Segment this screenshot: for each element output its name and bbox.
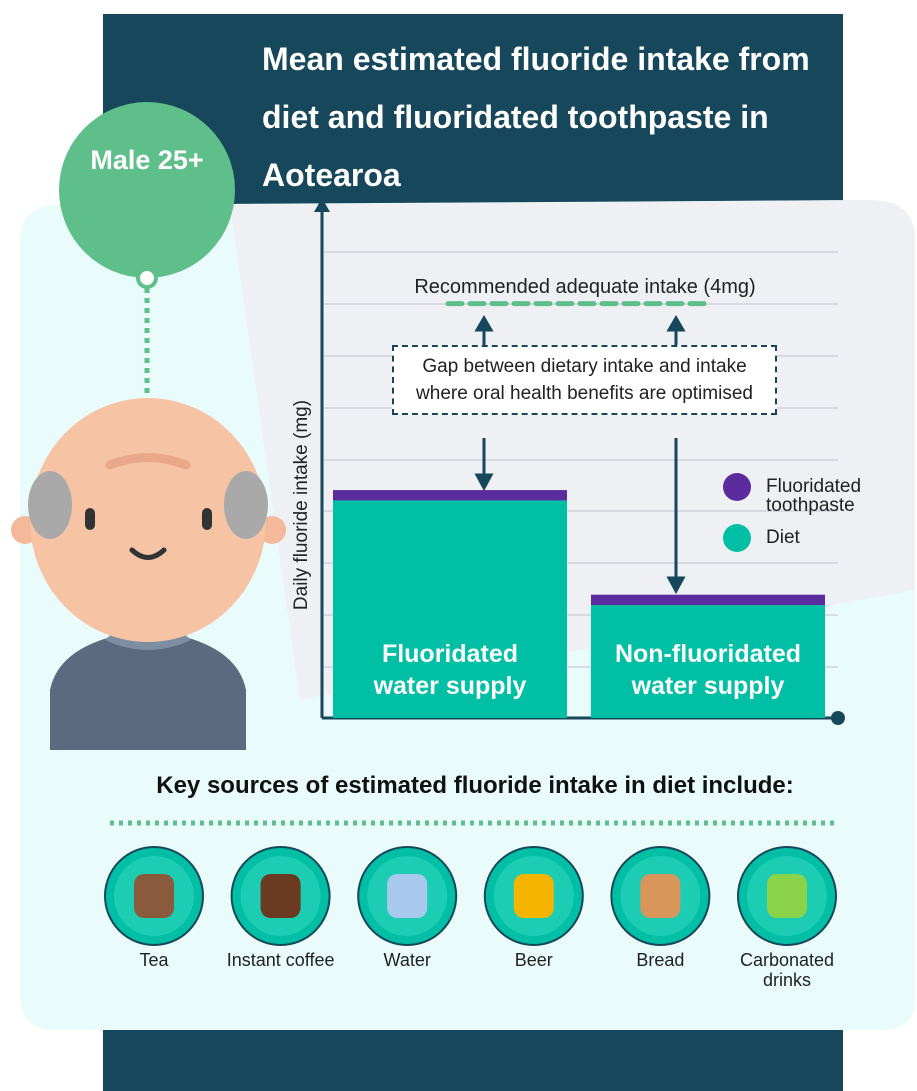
icon <box>640 874 681 918</box>
reference-label: Recommended adequate intake (4mg) <box>414 276 756 298</box>
source-label: Water <box>383 950 431 970</box>
source-label: Instant coffee <box>226 950 335 970</box>
person <box>11 398 286 750</box>
bar-segment <box>333 490 567 501</box>
icons <box>104 846 837 946</box>
bar-label: Non-fluoridated water supply <box>614 640 802 700</box>
sources-title: Key sources of estimated fluoride intake… <box>156 772 794 799</box>
legend-swatch <box>723 524 751 552</box>
bar-label: Fluoridated water supply <box>373 640 527 700</box>
y-axis-arrow <box>314 198 330 212</box>
y-axis-label: Daily fluoride intake (mg) <box>291 400 312 610</box>
icon <box>387 874 428 918</box>
icon <box>260 874 301 918</box>
x-axis-dot <box>831 711 845 725</box>
legend-label: Diet <box>766 527 800 548</box>
source-label: Carbonated drinks <box>739 950 835 990</box>
icon <box>134 874 174 918</box>
annotation: Gap between dietary intake and intake wh… <box>392 345 777 415</box>
arrows <box>474 315 686 595</box>
source-label: Tea <box>139 950 169 970</box>
title: Mean estimated fluoride intake from diet… <box>262 41 810 193</box>
legend-swatch <box>723 473 751 501</box>
bar-segment <box>591 594 825 606</box>
icon <box>513 874 554 918</box>
connector-dot <box>136 267 158 289</box>
badge-circle <box>59 102 235 278</box>
source-label: Beer <box>514 950 553 970</box>
bar-segment <box>591 605 825 718</box>
badge: Male 25+ <box>90 145 204 175</box>
bar-segment <box>333 500 567 718</box>
source-label: Bread <box>636 950 685 970</box>
legend-label: Fluoridated toothpaste <box>766 476 862 516</box>
icon <box>767 874 807 918</box>
